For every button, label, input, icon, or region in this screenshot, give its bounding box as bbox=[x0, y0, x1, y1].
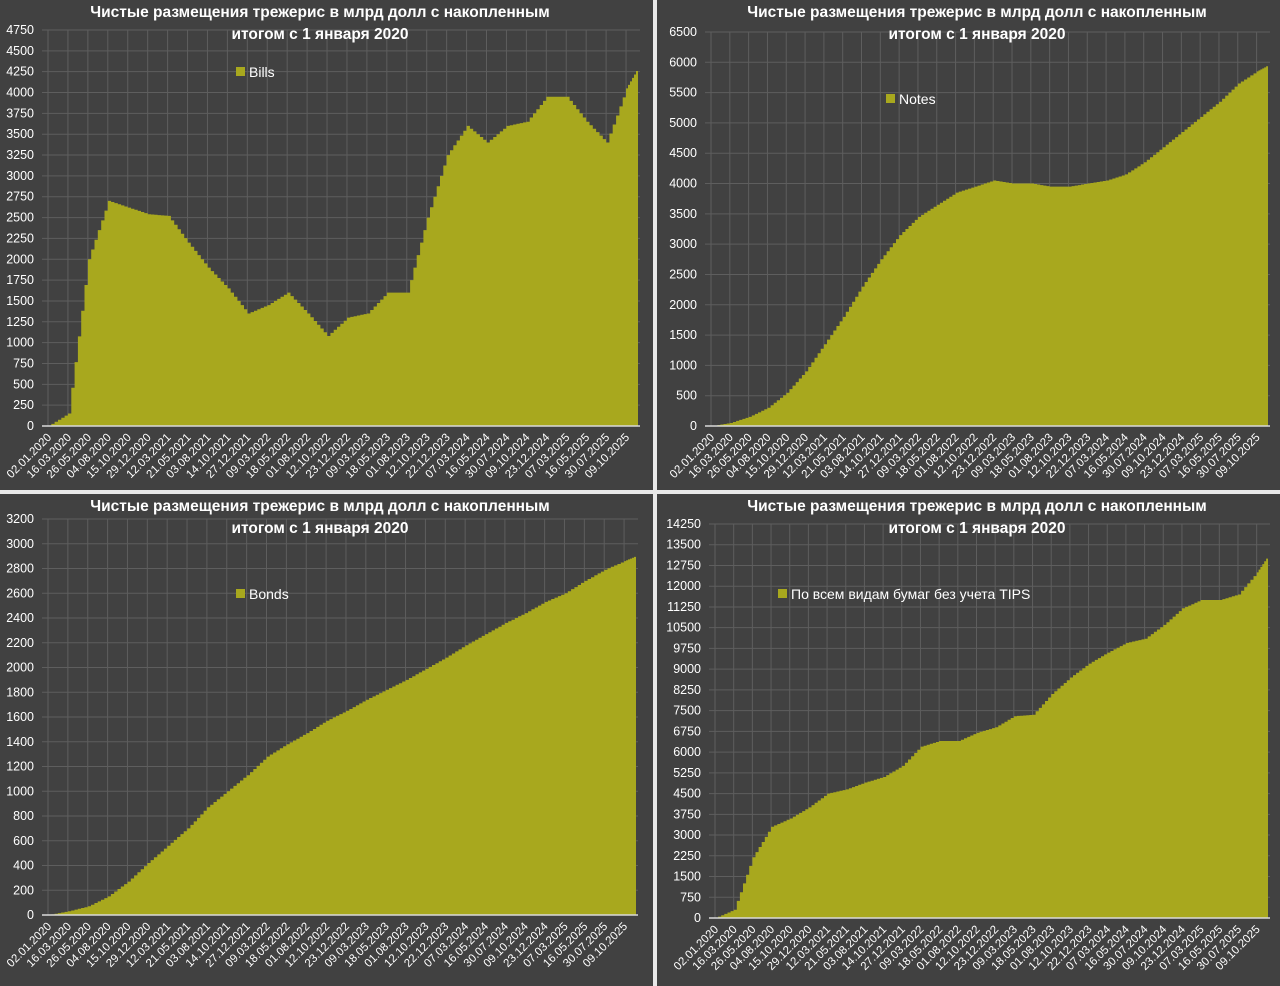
y-tick-label: 1250 bbox=[6, 315, 34, 329]
y-tick-label: 1000 bbox=[6, 784, 34, 798]
y-tick-label: 5000 bbox=[669, 116, 697, 130]
chart-title: итогом с 1 января 2020 bbox=[889, 26, 1066, 43]
y-tick-label: 2600 bbox=[6, 586, 34, 600]
y-tick-label: 0 bbox=[690, 419, 697, 433]
y-tick-label: 3000 bbox=[673, 828, 701, 842]
legend-swatch bbox=[236, 67, 245, 76]
y-tick-label: 2500 bbox=[669, 267, 697, 281]
y-tick-label: 12750 bbox=[666, 558, 701, 572]
y-tick-label: 1750 bbox=[6, 273, 34, 287]
y-tick-label: 3250 bbox=[6, 148, 34, 162]
y-tick-label: 6750 bbox=[673, 724, 701, 738]
y-tick-label: 1800 bbox=[6, 685, 34, 699]
y-tick-label: 1500 bbox=[669, 328, 697, 342]
y-tick-label: 750 bbox=[680, 890, 701, 904]
y-tick-label: 3200 bbox=[6, 512, 34, 526]
y-tick-label: 2250 bbox=[6, 231, 34, 245]
chart-panel-1: 0 500 1000 1500 2000 2500 3000 3500 4000 4500 5000… bbox=[657, 0, 1280, 490]
y-tick-label: 2400 bbox=[6, 611, 34, 625]
y-tick-label: 12000 bbox=[666, 579, 701, 593]
y-tick-label: 3750 bbox=[673, 807, 701, 821]
y-tick-label: 250 bbox=[13, 398, 34, 412]
y-tick-label: 0 bbox=[27, 908, 34, 922]
y-tick-label: 3000 bbox=[6, 169, 34, 183]
y-tick-label: 4500 bbox=[6, 44, 34, 58]
y-tick-label: 1000 bbox=[6, 336, 34, 350]
y-tick-label: 4500 bbox=[673, 787, 701, 801]
y-tick-label: 2500 bbox=[6, 211, 34, 225]
y-tick-label: 2000 bbox=[6, 661, 34, 675]
y-tick-label: 2800 bbox=[6, 562, 34, 576]
chart-title: итогом с 1 января 2020 bbox=[889, 520, 1066, 537]
area-series bbox=[48, 67, 638, 426]
legend-label: Notes bbox=[899, 91, 936, 107]
y-tick-label: 1500 bbox=[6, 294, 34, 308]
chart-title: Чистые размещения трежерис в млрд долл с… bbox=[90, 498, 550, 515]
y-tick-label: 5250 bbox=[673, 766, 701, 780]
legend-label: По всем видам бумаг без учета TIPS bbox=[791, 586, 1030, 602]
y-tick-label: 9750 bbox=[673, 641, 701, 655]
y-tick-label: 0 bbox=[27, 419, 34, 433]
y-tick-label: 1200 bbox=[6, 760, 34, 774]
legend-swatch bbox=[236, 589, 245, 598]
y-tick-label: 13500 bbox=[666, 538, 701, 552]
chart-title: Чистые размещения трежерис в млрд долл с… bbox=[747, 4, 1207, 21]
legend-swatch bbox=[886, 94, 895, 103]
y-tick-label: 4250 bbox=[6, 65, 34, 79]
chart-title: итогом с 1 января 2020 bbox=[232, 520, 409, 537]
y-tick-label: 3000 bbox=[6, 537, 34, 551]
y-tick-label: 2750 bbox=[6, 190, 34, 204]
y-tick-label: 750 bbox=[13, 356, 34, 370]
y-tick-label: 4000 bbox=[6, 86, 34, 100]
y-tick-label: 4750 bbox=[6, 23, 34, 37]
y-tick-label: 2000 bbox=[669, 298, 697, 312]
y-tick-label: 5500 bbox=[669, 86, 697, 100]
y-tick-label: 6500 bbox=[669, 25, 697, 39]
y-tick-label: 3750 bbox=[6, 106, 34, 120]
chart-panel-3: 0 750 1500 2250 3000 3750 4500 5250 6000 6750 7500… bbox=[657, 494, 1280, 986]
y-tick-label: 14250 bbox=[666, 517, 701, 531]
y-tick-label: 2250 bbox=[673, 849, 701, 863]
y-tick-label: 500 bbox=[676, 389, 697, 403]
y-tick-label: 1500 bbox=[673, 870, 701, 884]
area-series bbox=[48, 556, 636, 915]
y-tick-label: 1600 bbox=[6, 710, 34, 724]
y-tick-label: 400 bbox=[13, 859, 34, 873]
y-tick-label: 3500 bbox=[6, 127, 34, 141]
y-tick-label: 3000 bbox=[669, 237, 697, 251]
area-series bbox=[715, 555, 1268, 918]
y-tick-label: 800 bbox=[13, 809, 34, 823]
y-tick-label: 500 bbox=[13, 377, 34, 391]
legend-swatch bbox=[778, 589, 787, 598]
legend-label: Bills bbox=[249, 64, 275, 80]
y-tick-label: 1400 bbox=[6, 735, 34, 749]
y-tick-label: 6000 bbox=[669, 55, 697, 69]
chart-panel-0: 0 250 500 750 1000 1250 1500 1750 2000 2250 2500 27… bbox=[0, 0, 653, 490]
y-tick-label: 0 bbox=[694, 911, 701, 925]
chart-title: Чистые размещения трежерис в млрд долл с… bbox=[747, 498, 1207, 515]
y-tick-label: 3500 bbox=[669, 207, 697, 221]
legend-label: Bonds bbox=[249, 586, 289, 602]
y-tick-label: 4000 bbox=[669, 177, 697, 191]
y-tick-label: 11250 bbox=[667, 600, 701, 614]
y-tick-label: 4500 bbox=[669, 146, 697, 160]
y-tick-label: 9000 bbox=[673, 662, 701, 676]
y-tick-label: 1000 bbox=[669, 358, 697, 372]
chart-title: Чистые размещения трежерис в млрд долл с… bbox=[90, 4, 550, 21]
chart-panel-2: 0 200 400 600 800 1000 1200 1400 1600 1800 2000 220… bbox=[0, 494, 653, 986]
y-tick-label: 2200 bbox=[6, 636, 34, 650]
chart-title: итогом с 1 января 2020 bbox=[232, 26, 409, 43]
area-series bbox=[711, 65, 1268, 426]
y-tick-label: 2000 bbox=[6, 252, 34, 266]
y-tick-label: 6000 bbox=[673, 745, 701, 759]
y-tick-label: 200 bbox=[13, 883, 34, 897]
y-tick-label: 8250 bbox=[673, 683, 701, 697]
y-tick-label: 600 bbox=[13, 834, 34, 848]
y-tick-label: 7500 bbox=[673, 704, 701, 718]
y-tick-label: 10500 bbox=[666, 621, 701, 635]
